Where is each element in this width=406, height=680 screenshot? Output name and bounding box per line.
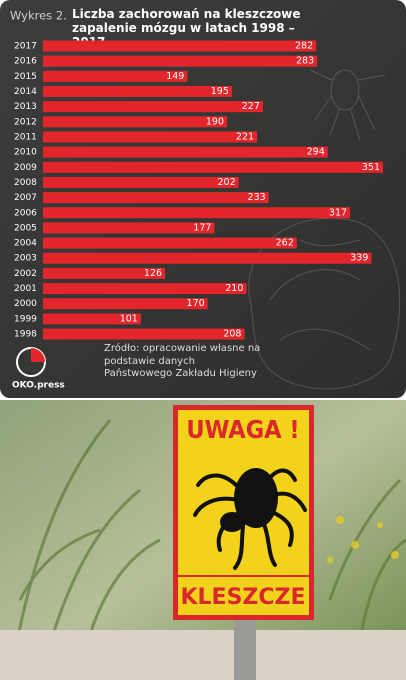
bar — [43, 176, 239, 188]
sign-top-text: UWAGA ! — [186, 415, 299, 444]
value-label: 317 — [329, 207, 347, 218]
bar — [43, 101, 263, 113]
y-tick-label: 2009 — [14, 163, 37, 173]
sand — [0, 630, 406, 680]
value-label: 149 — [166, 71, 184, 82]
y-tick-label: 2015 — [14, 72, 37, 82]
bar — [43, 70, 188, 82]
bar — [43, 192, 269, 204]
bar — [43, 328, 245, 340]
logo: OKO.press — [12, 347, 65, 391]
y-tick-label: 2008 — [14, 178, 37, 188]
value-label: 202 — [218, 177, 236, 188]
bar — [43, 161, 383, 173]
y-tick-label: 2003 — [14, 254, 37, 264]
brain-drawing — [248, 69, 401, 390]
value-label: 208 — [223, 329, 241, 340]
value-label: 262 — [276, 238, 294, 249]
value-label: 294 — [307, 147, 325, 158]
title-box: Liczba zachorowań na kleszczowe zapaleni… — [72, 7, 301, 41]
value-label: 210 — [225, 283, 243, 294]
y-tick-label: 2002 — [14, 269, 37, 279]
bar — [43, 313, 141, 325]
value-label: 190 — [206, 116, 224, 127]
bar — [43, 55, 318, 67]
sign-top-panel — [178, 410, 309, 449]
y-tick-label: 1998 — [14, 330, 37, 340]
source: Źródło: opracowanie własne na podstawie … — [104, 343, 261, 379]
bar — [43, 252, 372, 264]
value-label: 221 — [236, 131, 254, 142]
value-label: 177 — [193, 222, 211, 233]
tick-icon — [193, 468, 307, 570]
bar — [43, 116, 228, 128]
chart-label: Wykres 2. — [10, 9, 67, 23]
bar — [43, 222, 215, 234]
y-tick-label: 2004 — [14, 239, 37, 249]
y-tick-label: 2011 — [14, 132, 37, 142]
y-tick-label: 2001 — [14, 284, 37, 294]
sign-post — [234, 615, 256, 680]
value-label: 195 — [211, 86, 229, 97]
value-label: 282 — [295, 41, 313, 52]
y-tick-label: 1999 — [14, 314, 37, 324]
flowers — [327, 516, 399, 563]
sign-bottom-text: KLESZCZE — [180, 585, 305, 610]
value-label: 283 — [296, 56, 314, 67]
value-label: 351 — [362, 162, 380, 173]
logo-mark — [31, 348, 45, 362]
y-tick-label: 2012 — [14, 117, 37, 127]
bar — [43, 207, 351, 219]
value-label: 126 — [144, 268, 162, 279]
bar — [43, 283, 247, 295]
value-label: 227 — [242, 101, 260, 112]
y-tick-label: 2014 — [14, 87, 37, 97]
value-label: 233 — [248, 192, 266, 203]
y-tick-label: 2013 — [14, 102, 37, 112]
y-tick-label: 2005 — [14, 223, 37, 233]
bar — [43, 298, 208, 310]
y-tick-label: 2016 — [14, 57, 37, 67]
sign-bottom-panel — [178, 577, 309, 615]
y-tick-label: 2007 — [14, 193, 37, 203]
bar — [43, 85, 232, 97]
logo-text: OKO.press — [12, 381, 65, 391]
bar — [43, 40, 317, 52]
y-tick-label: 2017 — [14, 42, 37, 52]
y-tick-label: 2010 — [14, 148, 37, 158]
bar — [43, 267, 166, 279]
grass — [8, 419, 406, 680]
y-tick-label: 2000 — [14, 299, 37, 309]
value-label: 170 — [187, 298, 205, 309]
source-box: Źródło: opracowanie własne na podstawie … — [104, 343, 261, 379]
value-label: 339 — [350, 253, 368, 264]
bar — [43, 146, 328, 158]
value-label: 101 — [120, 313, 138, 324]
chart-title: Liczba zachorowań na kleszczowe zapaleni… — [72, 7, 301, 41]
y-tick-label: 2006 — [14, 208, 37, 218]
bar — [43, 131, 258, 143]
bar — [43, 237, 297, 249]
